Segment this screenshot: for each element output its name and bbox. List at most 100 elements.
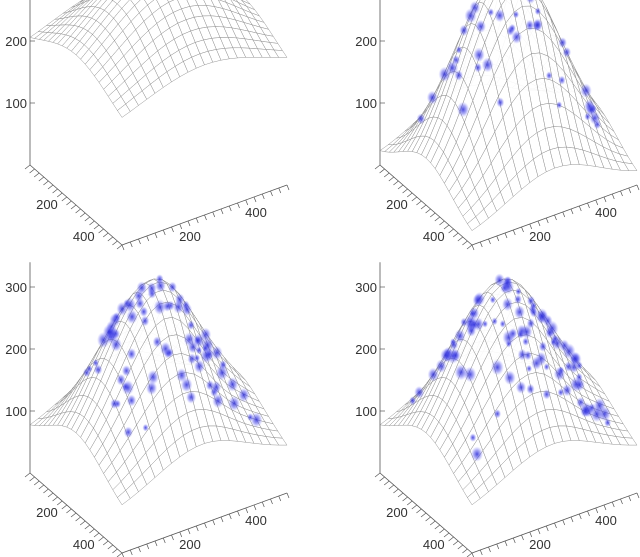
surface-face [516,283,530,300]
surface-face [244,423,258,436]
surface-face [237,373,251,387]
surface-face [43,32,57,42]
surface-face [578,417,592,432]
surface-face [107,439,121,463]
y-tick-mark [56,192,63,198]
point-marker [454,329,466,343]
point-marker [604,418,612,427]
surface-face [543,345,557,372]
surface-face [76,44,89,60]
surface-face [176,334,190,357]
y-tick-mark [66,508,72,514]
y-tick-mark [416,508,422,514]
surface-face [165,39,179,56]
surface-face [437,378,451,400]
y-tick-mark [112,548,118,554]
surface-face [462,481,476,498]
surface-face [107,64,121,82]
surface-face [459,48,472,80]
y-tick-mark [457,544,464,550]
surface-face [477,381,491,411]
surface-face [234,5,248,17]
y-tick-label: 200 [36,505,58,520]
surface-face [596,389,610,402]
surface-face [544,374,558,395]
point-marker [526,364,533,373]
surface-face [64,385,78,403]
point-marker [212,393,224,409]
point-marker [553,366,566,381]
surface-face [76,0,90,10]
point-marker [123,426,133,438]
surface-face [483,0,494,11]
surface-face [161,380,175,408]
x-tick-mark [129,549,133,556]
point-marker [438,66,451,82]
surface-face [253,40,266,50]
surface-face [548,392,562,411]
x-tick-mark [537,528,541,535]
y-tick-mark [29,476,35,482]
surface-face [548,103,562,127]
x-tick-mark [220,516,224,523]
point-marker [174,293,185,306]
surface-face [109,3,122,19]
surface-face [430,145,444,169]
surface-grid-cell [79,0,85,3]
surface-face [407,411,421,426]
surface-face [158,449,172,471]
surface-face [555,351,569,377]
y-tick-mark [448,228,454,234]
surface-face [594,142,608,159]
point-marker [176,368,188,383]
surface-face [455,79,469,112]
point-marker [124,297,136,313]
surface-face [601,397,614,409]
surface-face [241,431,254,444]
surface-face [488,300,502,324]
point-marker [550,338,557,347]
surface-face [236,37,250,49]
surface-face [388,410,402,419]
y-tick-mark [452,232,459,238]
surface-face [162,55,176,72]
y-tick-mark [425,208,431,214]
x-tick-mark [154,540,158,547]
surface-face [584,389,598,403]
surface-face [165,12,178,28]
surface-face [482,283,496,294]
y-tick-mark [33,480,40,486]
surface-face [384,417,398,426]
surface-face [447,386,460,412]
surface-face [83,377,97,397]
surface-face [101,393,115,420]
point-marker [122,382,129,392]
surface-face [191,427,205,447]
surface-face [486,131,500,164]
surface-face [412,136,426,153]
point-marker [152,336,162,348]
surface-face [64,9,77,18]
surface-face [426,417,439,438]
surface-face [249,433,263,445]
surface-face [75,28,88,42]
surface-face [591,380,605,394]
surface-face [261,428,275,438]
point-marker [508,328,518,339]
point-marker [494,8,506,23]
surface-face [536,372,549,392]
surface-face [216,48,230,61]
surface-face [492,191,505,212]
surface-face [265,49,279,58]
surface-face [161,28,175,45]
surface-face [64,15,78,25]
surface-face [149,416,163,443]
surface-face [552,80,566,109]
surface-grid-cell [478,0,486,4]
surface-face [70,26,84,39]
surface-face [224,47,238,59]
point-marker [456,101,470,118]
surface-face [619,429,633,439]
surface-face [92,380,106,405]
point-marker [525,19,535,31]
